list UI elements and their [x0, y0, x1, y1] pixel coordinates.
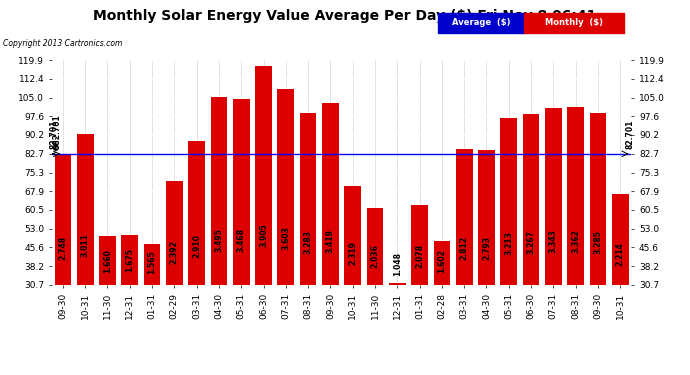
Text: 1.565: 1.565	[148, 250, 157, 274]
Bar	[277, 88, 294, 363]
Bar	[188, 141, 205, 363]
Text: 3.011: 3.011	[81, 233, 90, 257]
Text: 1.660: 1.660	[103, 249, 112, 273]
Text: 3.905: 3.905	[259, 223, 268, 247]
Text: 3.468: 3.468	[237, 228, 246, 252]
Text: 2.036: 2.036	[371, 244, 380, 268]
Text: 82.701: 82.701	[49, 119, 58, 149]
Bar	[411, 205, 428, 363]
Text: 3.362: 3.362	[571, 230, 580, 253]
Text: 2.812: 2.812	[460, 236, 469, 260]
Text: Copyright 2013 Cartronics.com: Copyright 2013 Cartronics.com	[3, 39, 123, 48]
Text: 1.675: 1.675	[126, 249, 135, 273]
Text: 3.285: 3.285	[593, 230, 602, 254]
Text: Monthly  ($): Monthly ($)	[545, 18, 604, 27]
Text: 2.748: 2.748	[59, 236, 68, 260]
Bar	[121, 235, 138, 363]
Text: 3.603: 3.603	[282, 226, 290, 251]
Text: Monthly Solar Energy Value Average Per Day ($) Fri Nov 8 06:41: Monthly Solar Energy Value Average Per D…	[93, 9, 597, 23]
Bar	[523, 114, 540, 363]
Bar	[166, 181, 183, 363]
Bar	[478, 150, 495, 363]
Bar	[366, 208, 384, 363]
Text: 3.343: 3.343	[549, 230, 558, 254]
Bar	[255, 66, 272, 363]
Bar	[210, 97, 227, 363]
Text: ➐82.701: ➐82.701	[53, 114, 62, 150]
Bar	[567, 107, 584, 363]
Bar	[589, 113, 607, 363]
Text: 2.078: 2.078	[415, 244, 424, 268]
Text: 3.283: 3.283	[304, 230, 313, 254]
Text: 2.392: 2.392	[170, 240, 179, 264]
Bar	[344, 186, 361, 363]
Bar	[433, 241, 450, 363]
Text: 3.419: 3.419	[326, 229, 335, 253]
Text: 2.910: 2.910	[192, 234, 201, 258]
Bar	[77, 134, 94, 363]
Bar	[389, 283, 406, 363]
Text: 2.793: 2.793	[482, 236, 491, 260]
Bar	[612, 194, 629, 363]
Bar	[55, 154, 71, 363]
Bar	[545, 108, 562, 363]
Bar	[144, 244, 160, 363]
Text: 2.214: 2.214	[615, 243, 624, 266]
Text: 3.267: 3.267	[526, 230, 535, 254]
Text: 3.213: 3.213	[504, 231, 513, 255]
Bar	[99, 236, 116, 363]
Bar	[456, 149, 473, 363]
Text: 1.602: 1.602	[437, 249, 446, 273]
Text: 3.495: 3.495	[215, 228, 224, 252]
Text: 82.701: 82.701	[625, 119, 634, 149]
Text: Average  ($): Average ($)	[452, 18, 511, 27]
Bar	[299, 113, 317, 363]
Text: 1.048: 1.048	[393, 252, 402, 276]
Bar	[233, 99, 250, 363]
Bar	[500, 118, 517, 363]
Bar	[322, 103, 339, 363]
Text: 2.319: 2.319	[348, 241, 357, 265]
